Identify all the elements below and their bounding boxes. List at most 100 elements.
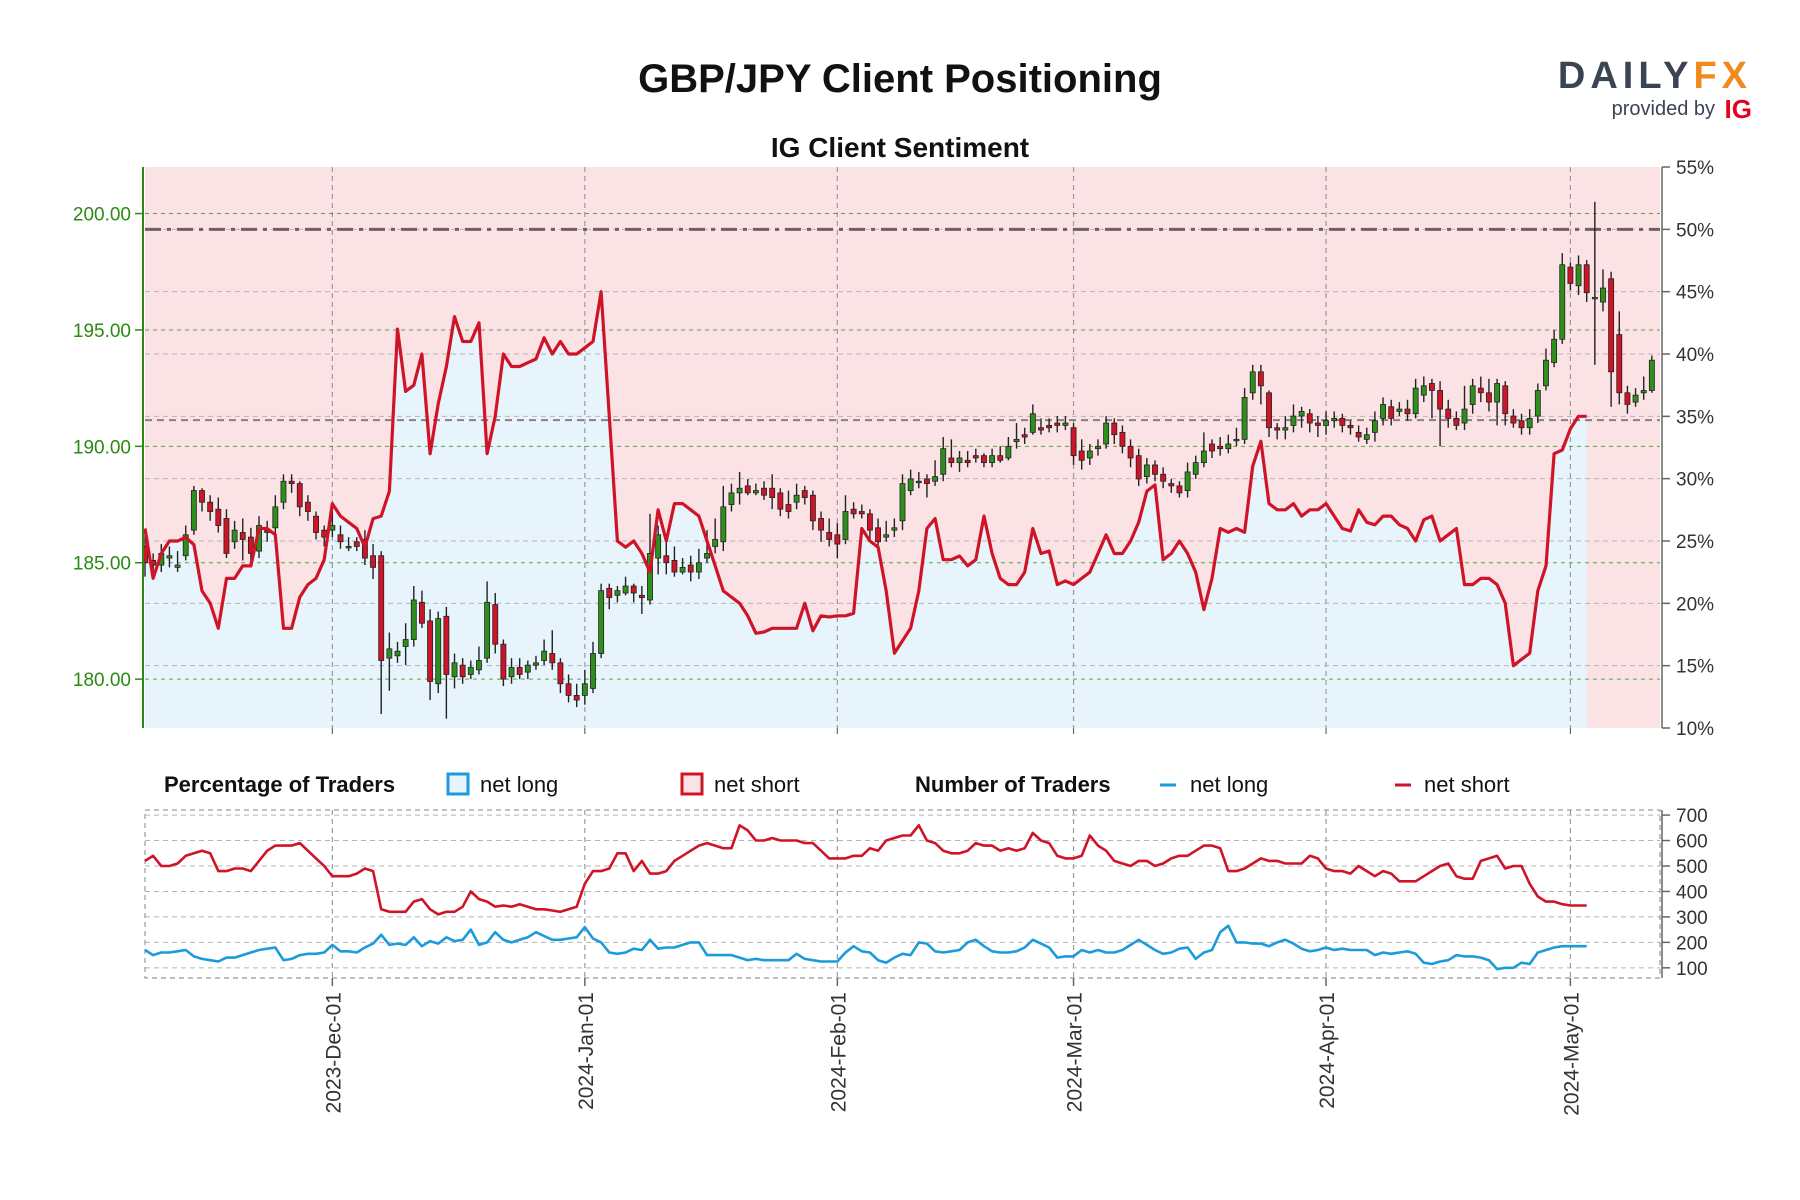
candle-down	[1306, 413, 1313, 424]
date-tick-label: 2024-Mar-01	[1064, 992, 1087, 1112]
candle-up	[1282, 427, 1289, 431]
candle	[581, 669, 588, 705]
percent-tick-label: 20%	[1676, 594, 1714, 615]
candle	[1534, 383, 1541, 424]
candle-down	[1176, 485, 1183, 494]
candle	[850, 502, 857, 519]
candle-up	[1534, 390, 1541, 417]
candle	[704, 530, 710, 563]
candle-down	[769, 487, 776, 498]
candle-down	[370, 555, 376, 568]
candle	[1111, 418, 1118, 445]
candle-up	[598, 590, 605, 654]
price-tick-label: 200.00	[73, 205, 131, 226]
candle-down	[948, 457, 955, 464]
candle	[1461, 385, 1468, 431]
brand-provided-by: provided by	[1612, 98, 1715, 120]
candle	[1640, 376, 1647, 400]
candle-up	[891, 527, 898, 531]
candle-down	[1502, 385, 1509, 415]
traders-tick-label: 500	[1676, 857, 1708, 878]
candle-up	[1184, 471, 1191, 491]
candle	[1624, 385, 1631, 414]
candle	[1632, 388, 1639, 407]
candle-up	[1380, 404, 1386, 419]
candle-up	[467, 667, 474, 675]
percent-tick-label: 55%	[1676, 158, 1714, 179]
candle	[1257, 364, 1264, 405]
candle-down	[1518, 420, 1525, 429]
candle-down	[1453, 418, 1460, 426]
candle	[1486, 378, 1492, 412]
candle	[1600, 269, 1606, 312]
candle-down	[606, 587, 613, 599]
candle-down	[239, 532, 246, 540]
candle-up	[704, 553, 710, 559]
candle	[1429, 378, 1435, 419]
candle	[419, 590, 425, 628]
candle	[1518, 413, 1525, 435]
candle	[915, 471, 922, 489]
candle-up	[1420, 385, 1427, 396]
traders-tick-label: 400	[1676, 882, 1708, 903]
candle	[875, 518, 881, 547]
brand-name-part1: DAILY	[1558, 55, 1694, 97]
candle	[1046, 418, 1053, 433]
legend-pct-long-label: net long	[480, 772, 558, 797]
candle-down	[834, 534, 841, 545]
candle	[1184, 462, 1191, 498]
candle-up	[451, 662, 458, 678]
candle	[801, 485, 808, 505]
candle-down	[1339, 418, 1346, 426]
candle-down	[1510, 415, 1517, 424]
candle-down	[1111, 422, 1118, 436]
candle-up	[231, 529, 238, 543]
traders-tick-label: 200	[1676, 933, 1708, 954]
candle-up	[190, 490, 197, 531]
candle-down	[1616, 334, 1623, 394]
candle-down	[1021, 434, 1028, 438]
candle	[1575, 255, 1582, 296]
candle	[622, 576, 629, 596]
candle	[1591, 201, 1598, 365]
brand-name-part2: FX	[1693, 55, 1752, 97]
candle	[1274, 423, 1281, 440]
candle-up	[1600, 287, 1606, 303]
candle	[182, 525, 189, 561]
candle-up	[1412, 387, 1419, 415]
candle-down	[557, 662, 564, 685]
candle-up	[1095, 445, 1101, 450]
candle	[1298, 406, 1305, 428]
candle	[679, 558, 686, 575]
candle-up	[655, 534, 662, 559]
candle	[353, 537, 360, 552]
candle-down	[459, 664, 466, 678]
candle-down	[1168, 483, 1175, 487]
candle	[891, 518, 898, 538]
candle-down	[247, 536, 254, 554]
candle	[1437, 381, 1444, 447]
legend: Percentage of Traders net long net short…	[164, 772, 1510, 797]
candle	[174, 551, 181, 573]
candle	[695, 548, 702, 580]
percent-tick-label: 40%	[1676, 345, 1714, 366]
candle-down	[1038, 427, 1044, 431]
traders-panel: 100 200 300 400 500 600 700 2023-Dec-01 2024-Jan…	[144, 806, 1708, 1116]
candle-down	[313, 515, 319, 533]
candle-up	[1526, 418, 1533, 429]
candle-up	[940, 448, 947, 475]
candle-down	[549, 653, 556, 664]
candle	[239, 518, 246, 561]
date-tick-label: 2023-Dec-01	[322, 992, 345, 1113]
candle	[1502, 381, 1509, 426]
candle	[484, 581, 491, 663]
candle-up	[1331, 418, 1338, 422]
candle	[1086, 444, 1093, 465]
candle-up	[1143, 464, 1150, 477]
candle	[516, 658, 523, 680]
candle-down	[1355, 431, 1362, 438]
candle	[370, 544, 376, 580]
candle	[956, 450, 963, 472]
candle-down	[875, 527, 881, 543]
